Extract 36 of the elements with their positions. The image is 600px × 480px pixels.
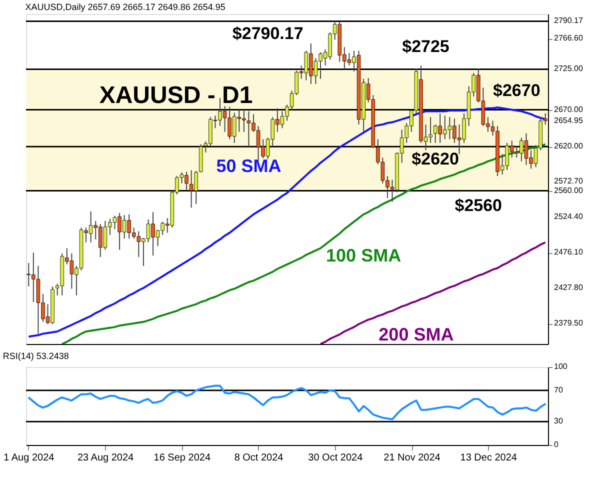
y-tick-label: 0 [554, 440, 559, 449]
y-tick-label: 2427.80 [554, 283, 584, 292]
y-tick-label: 2790.17 [554, 16, 584, 26]
series-label: 50 SMA [216, 156, 282, 176]
ref-line-label: $2620 [412, 150, 459, 169]
chart-title: XAUUSD,Daily 2657.69 2665.17 2649.86 2654.95 [25, 2, 226, 12]
y-tick-label: 2654.95 [554, 116, 584, 125]
y-tick-label: 30 [554, 416, 564, 426]
x-tick-label: 23 Aug 2024 [77, 452, 134, 464]
y-tick-label: 2725.00 [554, 64, 584, 74]
y-tick-label: 2476.10 [554, 248, 584, 257]
y-tick-label: 2524.40 [554, 212, 584, 222]
x-tick-label: 13 Dec 2024 [460, 452, 518, 464]
x-tick-label: 21 Nov 2024 [384, 452, 441, 464]
x-tick-label: 8 Oct 2024 [234, 452, 284, 464]
y-tick-label: 2572.70 [554, 176, 584, 186]
y-tick-label: 2560.00 [554, 186, 584, 195]
chart-title: RSI(14) 53.2438 [2, 351, 69, 361]
x-tick-label: 30 Oct 2024 [308, 452, 364, 464]
ref-line-label: $2725 [402, 37, 450, 56]
ref-line-label: $2560 [454, 196, 502, 215]
series-label: 100 SMA [326, 245, 402, 266]
y-tick-label: 2670.00 [554, 104, 584, 114]
line-series [319, 241, 546, 344]
y-tick-label: 70 [554, 385, 564, 394]
y-tick-label: 100 [554, 362, 568, 371]
y-tick-label: 2620.00 [554, 142, 584, 151]
x-tick-label: 16 Sep 2024 [154, 452, 211, 464]
line-series [27, 384, 547, 420]
ref-line-label: $2670 [493, 80, 540, 100]
y-tick-label: 2379.50 [554, 318, 584, 328]
y-tick-label: 2766.60 [554, 34, 584, 43]
x-tick-label: 1 Aug 2024 [4, 452, 55, 464]
series-label: 200 SMA [378, 324, 454, 344]
annotation: XAUUSD - D1 [99, 82, 253, 109]
ref-line-label: $2790.17 [232, 24, 304, 44]
